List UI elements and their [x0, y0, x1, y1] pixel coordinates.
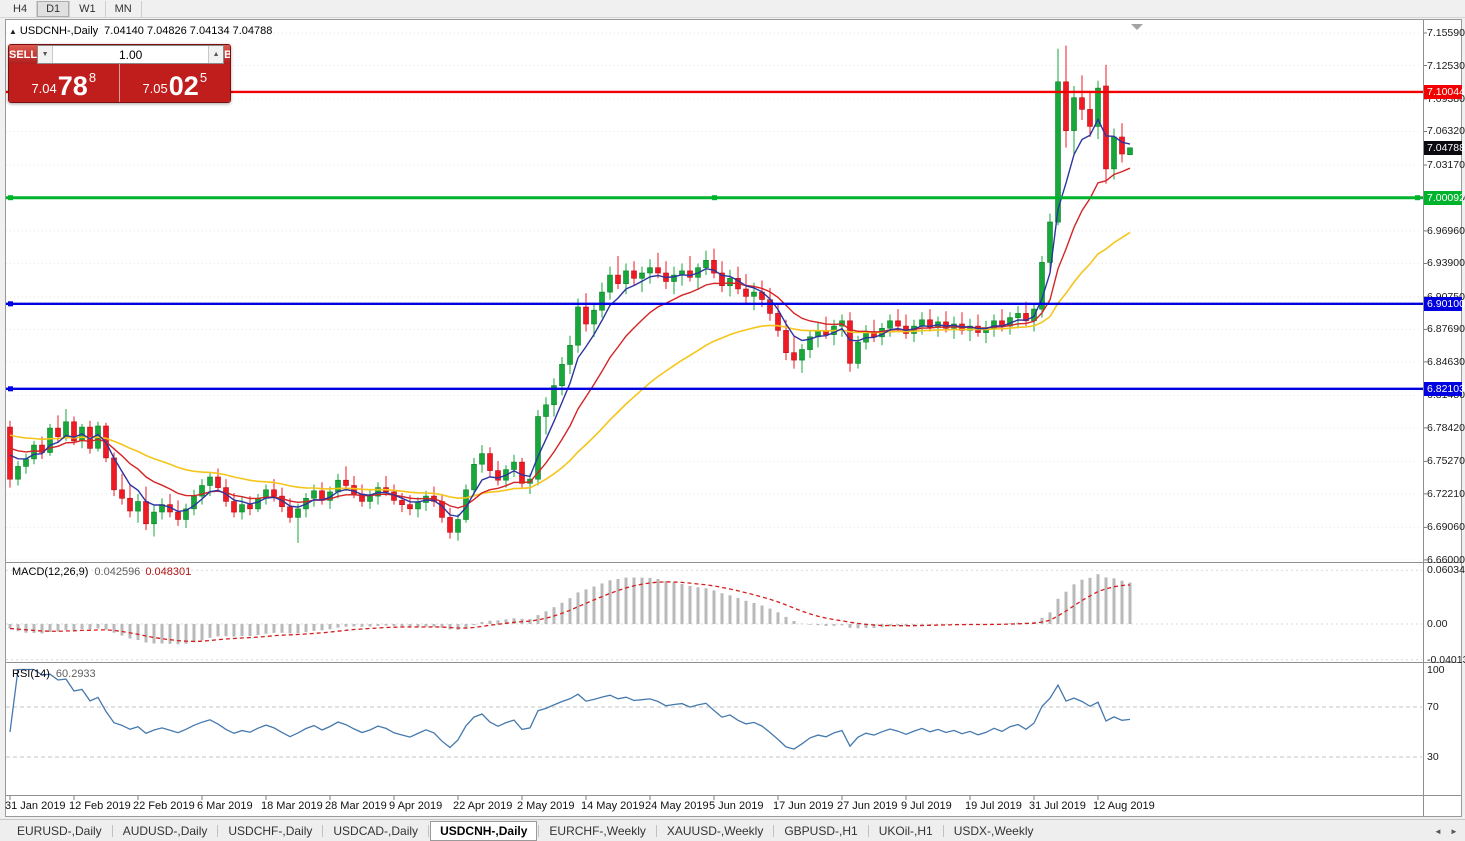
chart-tab-ukoil-h1[interactable]: UKOil-,H1: [878, 823, 933, 838]
chart-tab-gbpusd-h1[interactable]: GBPUSD-,H1: [784, 823, 858, 838]
chart-tab-usdchf-daily[interactable]: USDCHF-,Daily: [228, 823, 313, 838]
chart-window: [5, 19, 1462, 817]
tab-separator: [773, 824, 775, 837]
sell-price-button[interactable]: 7.04 78 8: [9, 64, 120, 102]
date-axis[interactable]: [6, 796, 1423, 816]
buy-price-big: 02: [168, 71, 199, 101]
tab-separator: [111, 824, 113, 837]
buy-price-prefix: 7.05: [142, 81, 168, 96]
timeframe-w1-button[interactable]: W1: [70, 0, 106, 17]
chart-tab-audusd-daily[interactable]: AUDUSD-,Daily: [122, 823, 208, 838]
buy-button[interactable]: BUY: [224, 45, 230, 64]
buy-price-pip: 5: [199, 70, 208, 85]
tab-scroll-left-button[interactable]: ◄: [1434, 826, 1442, 836]
buy-price-button[interactable]: 7.05 02 5: [120, 64, 231, 102]
chart-tab-xauusd-weekly[interactable]: XAUUSD-,Weekly: [666, 823, 764, 838]
timeframe-h4-button[interactable]: H4: [4, 0, 38, 17]
sell-price-big: 78: [57, 71, 88, 101]
tab-separator: [322, 824, 324, 837]
chart-tab-usdx-weekly[interactable]: USDX-,Weekly: [953, 823, 1034, 838]
volume-control: ▼ ▲: [37, 45, 225, 64]
tab-separator: [942, 824, 944, 837]
tab-separator: [428, 824, 430, 837]
sell-button[interactable]: SELL: [9, 45, 38, 64]
volume-increase-button[interactable]: ▲: [208, 46, 224, 63]
chart-tab-eurusd-daily[interactable]: EURUSD-,Daily: [17, 823, 102, 838]
tab-separator: [217, 824, 219, 837]
timeframe-d1-button[interactable]: D1: [37, 0, 71, 17]
volume-decrease-button[interactable]: ▼: [38, 46, 54, 63]
timeframe-mn-button[interactable]: MN: [106, 0, 142, 17]
volume-input[interactable]: [53, 46, 209, 63]
chart-tab-usdcad-daily[interactable]: USDCAD-,Daily: [333, 823, 419, 838]
tab-separator: [867, 824, 869, 837]
sell-price-prefix: 7.04: [31, 81, 57, 96]
tab-scroll-right-button[interactable]: ►: [1450, 826, 1458, 836]
price-axis[interactable]: [1424, 20, 1462, 562]
sell-price-pip: 8: [88, 70, 97, 85]
timeframe-toolbar: H4 D1 W1 MN: [0, 0, 1465, 18]
chart-tab-bar: ◄ ► EURUSD-,Daily AUDUSD-,Daily USDCHF-,Da…: [0, 819, 1465, 841]
tab-separator: [655, 824, 657, 837]
chart-tab-eurchf-weekly[interactable]: EURCHF-,Weekly: [549, 823, 646, 838]
tab-separator: [538, 824, 540, 837]
chart-tab-usdcnh-daily[interactable]: USDCNH-,Daily: [430, 820, 538, 841]
